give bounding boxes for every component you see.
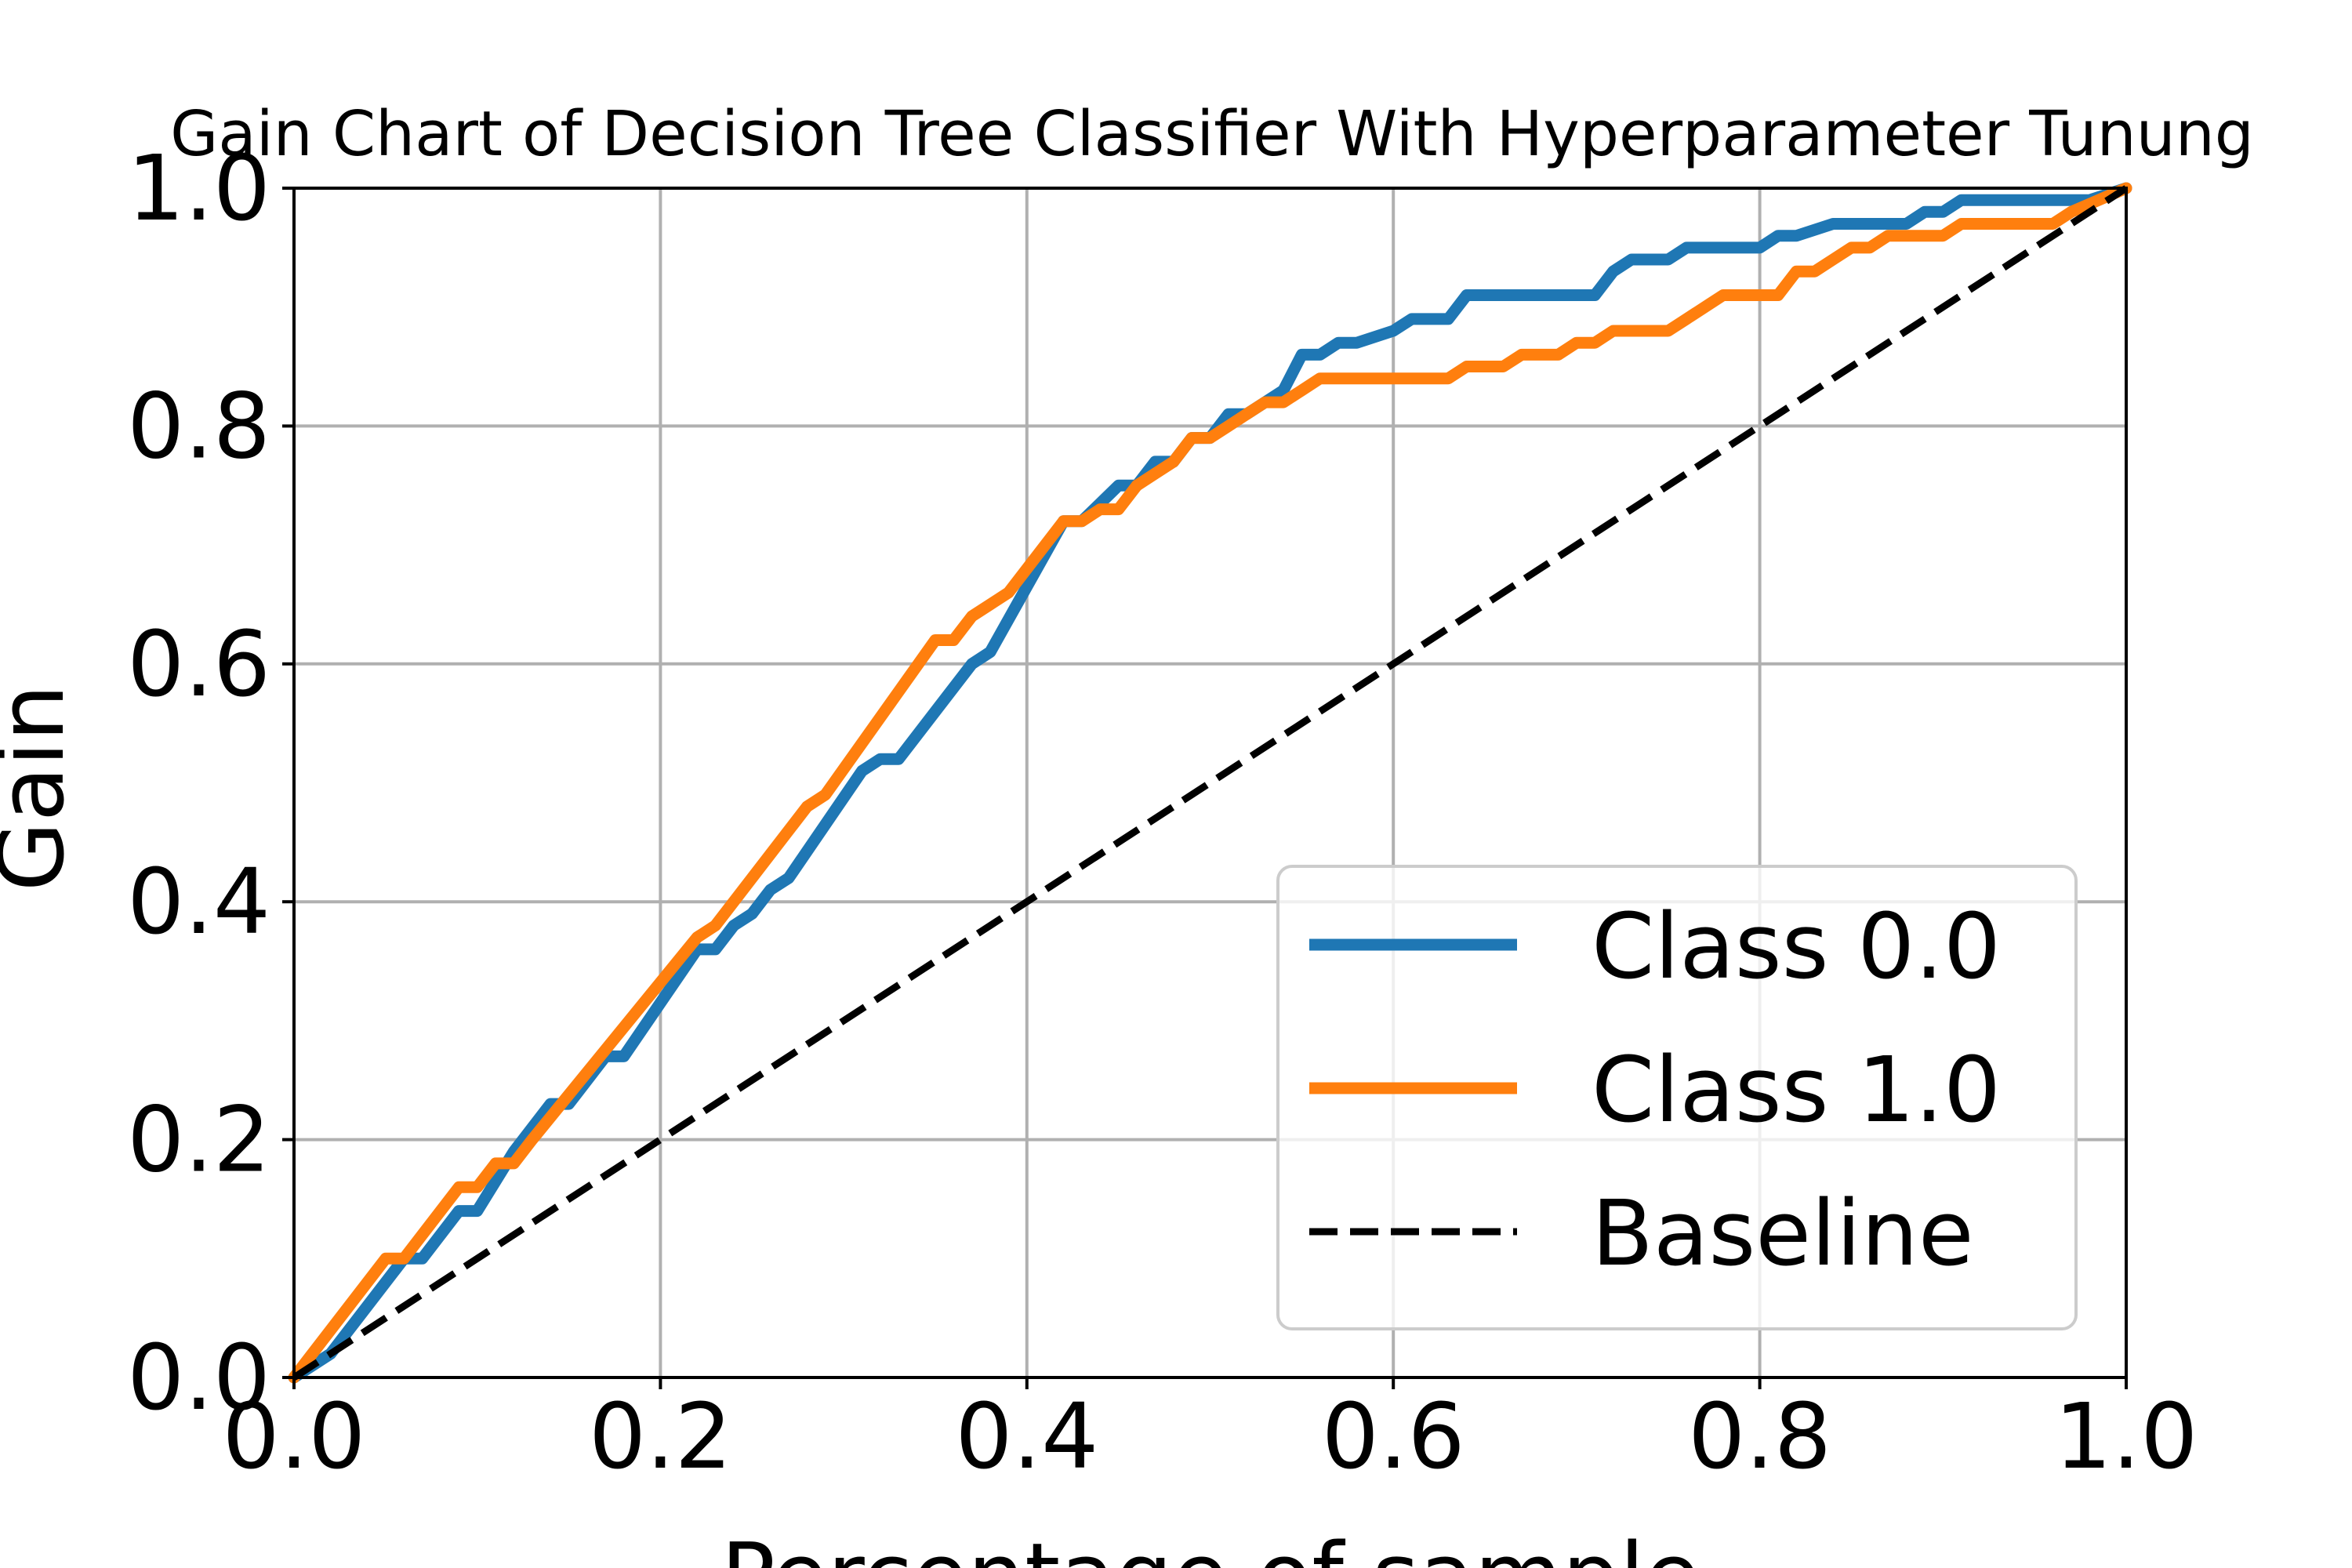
series-line-baseline — [292, 185, 2129, 1381]
y-axis-label: Gain — [0, 684, 85, 891]
legend-label-class-0-0: Class 0.0 — [1592, 895, 2001, 1000]
x-tick-label: 0.2 — [589, 1385, 732, 1490]
legend-label-baseline: Baseline — [1592, 1181, 1974, 1287]
chart-title: Gain Chart of Decision Tree Classifier W… — [170, 98, 2254, 170]
legend: Class 0.0 Class 1.0 Baseline — [1276, 865, 2078, 1330]
y-tick-label: 1.0 — [127, 136, 270, 241]
x-tick-label: 0.4 — [955, 1385, 1098, 1490]
x-tick-label: 0.6 — [1322, 1385, 1465, 1490]
plot-frame — [292, 187, 2128, 1379]
x-tick-label: 0.8 — [1688, 1385, 1831, 1490]
y-tick-label: 0.6 — [127, 612, 270, 717]
axis-ticks: 0.0 0.2 0.4 0.6 0.8 1.0 0.0 0.2 0.4 0.6 0.8 1.0 — [127, 136, 2198, 1490]
y-tick-label: 0.8 — [127, 374, 270, 479]
y-tick-label: 0.4 — [127, 850, 270, 955]
x-tick-label: 1.0 — [2055, 1385, 2198, 1490]
x-tick-label: 0.0 — [223, 1385, 366, 1490]
legend-box — [1276, 865, 2078, 1330]
plot-area — [288, 182, 2132, 1384]
series-line-class-1-0 — [288, 182, 2132, 1384]
y-tick-label: 0.0 — [127, 1326, 270, 1431]
grid-lines — [292, 187, 2128, 1379]
x-axis-label: Percentage of sample — [721, 1524, 1700, 1568]
legend-label-class-1-0: Class 1.0 — [1592, 1038, 2001, 1143]
y-tick-label: 0.2 — [127, 1088, 270, 1193]
series-layer — [288, 182, 2132, 1384]
